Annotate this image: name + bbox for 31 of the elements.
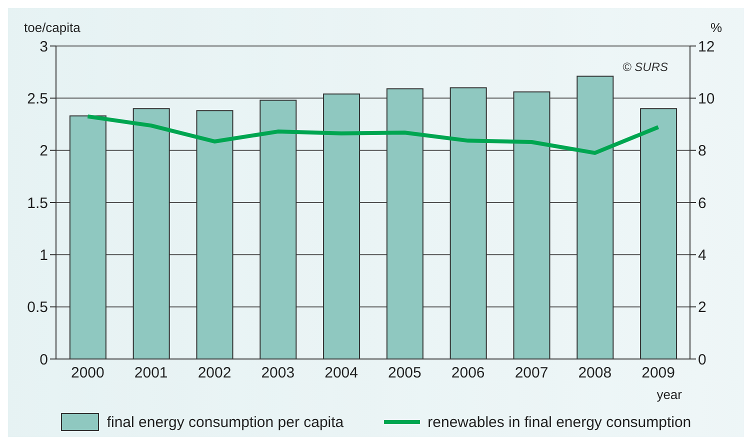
legend-label: renewables in final energy consumption	[428, 414, 692, 430]
y2-tick-label: 0	[698, 351, 706, 368]
y-tick-label: 1	[40, 246, 48, 264]
x-tick-label: 2007	[514, 364, 548, 382]
x-tick-label: 2000	[71, 364, 104, 382]
y-tick-label: 1.5	[27, 194, 48, 212]
annotation: © SURS	[622, 60, 668, 74]
x-tick-label: 2006	[451, 364, 485, 382]
x-tick-label: 2001	[134, 364, 168, 382]
x-tick-label: 2005	[388, 364, 422, 382]
y2-tick-label: 12	[698, 38, 715, 56]
y2-axis-title: %	[710, 20, 722, 35]
y2-tick-label: 6	[698, 194, 706, 212]
y-tick-label: 2	[40, 142, 48, 160]
x-tick-label: 2008	[578, 364, 612, 382]
line-series	[86, 114, 660, 155]
legend-label: final energy consumption per capita	[106, 414, 344, 430]
y2-tick-label: 10	[698, 90, 715, 108]
x-tick-label: 2009	[642, 364, 675, 382]
y-tick-label: 3	[40, 38, 48, 56]
y-tick-label: 0.5	[27, 299, 48, 316]
y2-tick-label: 8	[698, 142, 706, 160]
y2-tick-label: 2	[698, 299, 706, 316]
y2-tick-label: 4	[698, 246, 706, 264]
x-tick-label: 2002	[198, 364, 232, 382]
y-tick-label: 2.5	[27, 90, 48, 108]
y-axis-title: toe/capita	[24, 20, 80, 35]
x-axis-title: year	[656, 387, 683, 402]
x-tick-label: 2003	[261, 364, 295, 382]
y-tick-label: 0	[40, 351, 48, 368]
x-tick-label: 2004	[324, 364, 358, 382]
